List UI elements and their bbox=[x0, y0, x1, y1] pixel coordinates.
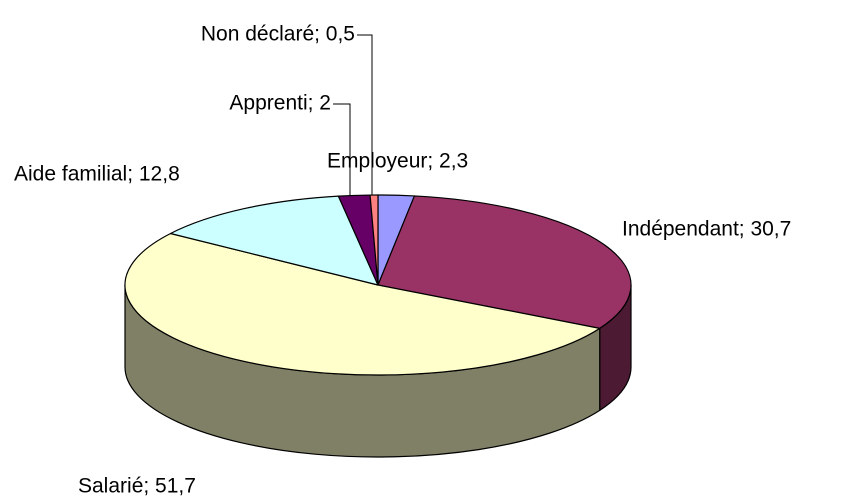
pie-tops bbox=[124, 194, 632, 376]
slice bbox=[169, 195, 379, 286]
leader-lines bbox=[333, 34, 373, 196]
data-label: Aide familial; 12,8 bbox=[14, 163, 180, 186]
slice bbox=[369, 194, 379, 286]
data-label: Indépendant; 30,7 bbox=[622, 218, 791, 241]
slice bbox=[124, 232, 601, 376]
slice bbox=[377, 195, 632, 329]
data-label: Non déclaré; 0,5 bbox=[201, 23, 355, 46]
data-label: Apprenti; 2 bbox=[229, 92, 331, 115]
data-label: Salarié; 51,7 bbox=[78, 475, 196, 498]
leader-line bbox=[333, 103, 351, 196]
data-label: Employeur; 2,3 bbox=[327, 150, 468, 173]
leader-line bbox=[357, 34, 373, 196]
